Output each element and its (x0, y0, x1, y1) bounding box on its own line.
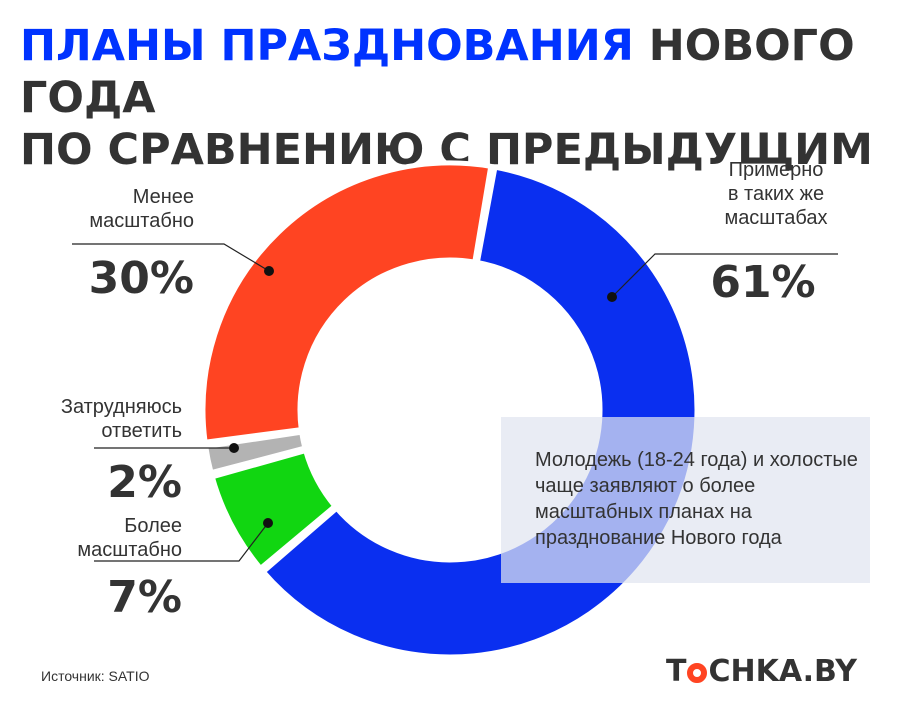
leader-dot (229, 443, 239, 453)
logo-part1: T (666, 654, 687, 689)
leader-line (611, 253, 838, 298)
logo-o-ring-icon (687, 663, 708, 683)
title-rest: НОВОГО ГОДА (20, 21, 855, 123)
leader-line (94, 522, 269, 562)
leader-dot (263, 518, 273, 528)
donut-slice (200, 160, 494, 446)
slice-label: Затрудняюсь ответить (61, 396, 182, 442)
logo-part2: CHKA.BY (708, 654, 857, 689)
chart-title: ПЛАНЫ ПРАЗДНОВАНИЯ НОВОГО ГОДА ПО СРАВНЕ… (20, 20, 900, 176)
slice-label: Более масштабно (77, 515, 182, 561)
donut-slice (209, 447, 339, 572)
slice-value-label: 61% (710, 257, 815, 308)
slice-value-label: 30% (89, 253, 194, 304)
donut-slice (202, 429, 308, 476)
note-box (501, 417, 870, 583)
leader-dot (264, 266, 274, 276)
leader-line (72, 243, 270, 272)
slice-value-label: 2% (107, 457, 182, 508)
slice-label: Менее масштабно (89, 186, 194, 232)
slice-value-label: 7% (107, 572, 182, 623)
slice-label: Примерно в таких же масштабах (724, 159, 827, 229)
title-accent: ПЛАНЫ ПРАЗДНОВАНИЯ (20, 21, 634, 71)
leader-dot (607, 292, 617, 302)
note-text: Молодежь (18-24 года) и холостые чаще за… (535, 449, 858, 549)
source-text: Источник: SATIO (41, 668, 150, 684)
logo: T CHKA.BY (666, 654, 857, 690)
